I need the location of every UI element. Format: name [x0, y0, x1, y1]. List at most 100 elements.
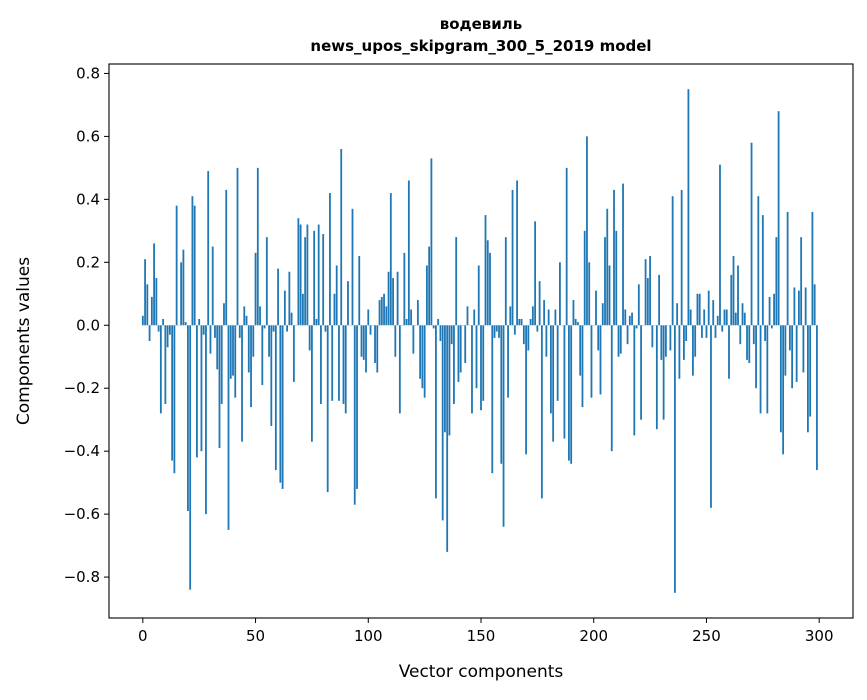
- bar-24: [196, 325, 198, 457]
- bar-94: [354, 325, 356, 504]
- bar-231: [663, 325, 665, 419]
- bar-64: [286, 325, 288, 331]
- bar-93: [352, 209, 354, 325]
- bar-259: [726, 310, 728, 326]
- bar-248: [701, 325, 703, 338]
- bar-1: [144, 259, 146, 325]
- bar-130: [435, 325, 437, 498]
- bar-43: [239, 325, 241, 338]
- bar-77: [316, 319, 318, 325]
- bar-53: [261, 325, 263, 385]
- bar-82: [327, 325, 329, 492]
- bar-105: [379, 300, 381, 325]
- bar-178: [543, 300, 545, 325]
- bar-42: [237, 168, 239, 325]
- bar-111: [392, 278, 394, 325]
- bar-134: [444, 325, 446, 432]
- bar-104: [376, 325, 378, 372]
- bar-52: [259, 306, 261, 325]
- bar-255: [717, 316, 719, 325]
- bar-256: [719, 165, 721, 326]
- bar-271: [753, 325, 755, 344]
- bar-183: [554, 310, 556, 326]
- bar-49: [252, 325, 254, 356]
- bar-289: [793, 287, 795, 325]
- bar-201: [595, 291, 597, 326]
- bar-32: [214, 325, 216, 338]
- bar-190: [570, 325, 572, 464]
- bar-0: [142, 316, 144, 325]
- bar-207: [609, 265, 611, 325]
- bar-262: [733, 256, 735, 325]
- bar-295: [807, 325, 809, 432]
- bar-154: [489, 253, 491, 325]
- bar-140: [458, 325, 460, 382]
- bar-165: [514, 325, 516, 334]
- bar-182: [552, 325, 554, 441]
- bar-75: [311, 325, 313, 441]
- bar-112: [394, 325, 396, 356]
- bar-137: [451, 325, 453, 344]
- bar-131: [437, 319, 439, 325]
- bar-100: [367, 310, 369, 326]
- bar-286: [787, 212, 789, 325]
- bar-86: [336, 265, 338, 325]
- bar-257: [721, 325, 723, 331]
- bar-14: [173, 325, 175, 473]
- bar-187: [564, 325, 566, 438]
- bar-136: [449, 325, 451, 435]
- y-tick-label: 0.0: [76, 316, 100, 334]
- bar-203: [600, 325, 602, 394]
- bar-221: [640, 325, 642, 419]
- bar-89: [343, 325, 345, 404]
- x-tick-label: 50: [246, 627, 265, 645]
- bar-164: [512, 190, 514, 325]
- y-tick-label: −0.8: [64, 568, 100, 586]
- bar-143: [464, 325, 466, 363]
- bar-215: [627, 325, 629, 344]
- bar-48: [250, 325, 252, 407]
- y-axis-label: Components values: [14, 257, 34, 425]
- bar-106: [381, 297, 383, 325]
- bar-214: [624, 310, 626, 326]
- bar-273: [757, 196, 759, 325]
- bar-185: [559, 262, 561, 325]
- bar-18: [182, 250, 184, 326]
- bar-125: [424, 325, 426, 397]
- bar-114: [399, 325, 401, 413]
- bar-23: [194, 206, 196, 326]
- bar-177: [541, 325, 543, 498]
- bar-10: [164, 325, 166, 404]
- bar-236: [674, 325, 676, 593]
- x-tick-label: 250: [692, 627, 721, 645]
- bar-157: [496, 325, 498, 331]
- bar-283: [780, 325, 782, 432]
- bar-216: [629, 316, 631, 325]
- bar-73: [306, 225, 308, 326]
- bar-245: [694, 325, 696, 356]
- bar-264: [737, 265, 739, 325]
- bar-269: [748, 325, 750, 363]
- bar-71: [302, 294, 304, 325]
- bar-238: [678, 325, 680, 379]
- bar-167: [518, 319, 520, 325]
- bar-272: [755, 325, 757, 388]
- bar-101: [370, 325, 372, 334]
- bar-38: [228, 325, 230, 530]
- chart-title: водевиль: [440, 15, 523, 33]
- bar-128: [430, 158, 432, 325]
- bar-294: [805, 287, 807, 325]
- bar-299: [816, 325, 818, 470]
- bar-45: [243, 306, 245, 325]
- bar-149: [478, 265, 480, 325]
- y-axis-ticks: −0.8−0.6−0.4−0.20.00.20.40.60.8: [64, 64, 109, 586]
- bar-253: [712, 300, 714, 325]
- bar-228: [656, 325, 658, 429]
- bar-63: [284, 291, 286, 326]
- bar-67: [293, 325, 295, 382]
- bar-232: [665, 325, 667, 356]
- bar-155: [491, 325, 493, 473]
- bar-209: [613, 190, 615, 325]
- bar-117: [406, 319, 408, 325]
- bar-281: [775, 237, 777, 325]
